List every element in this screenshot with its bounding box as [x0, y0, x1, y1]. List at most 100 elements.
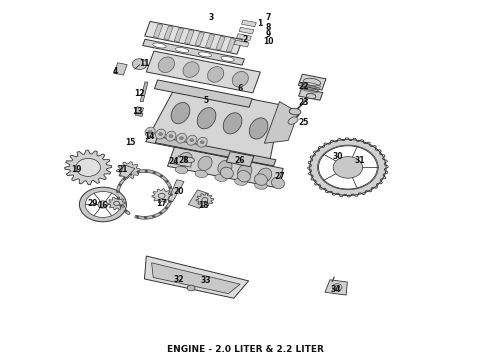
- Polygon shape: [135, 112, 143, 117]
- Polygon shape: [325, 280, 347, 295]
- Circle shape: [129, 173, 132, 175]
- Text: 9: 9: [266, 30, 271, 39]
- Ellipse shape: [303, 78, 321, 86]
- Ellipse shape: [178, 152, 192, 167]
- Circle shape: [160, 175, 163, 177]
- Polygon shape: [147, 51, 260, 93]
- Circle shape: [202, 198, 208, 202]
- Ellipse shape: [249, 118, 268, 139]
- Text: 5: 5: [203, 96, 208, 105]
- Text: 17: 17: [156, 199, 167, 208]
- Ellipse shape: [153, 43, 166, 48]
- Text: 18: 18: [198, 201, 209, 210]
- Polygon shape: [135, 107, 144, 114]
- Polygon shape: [143, 39, 245, 65]
- Ellipse shape: [171, 103, 190, 123]
- Text: 12: 12: [134, 89, 145, 98]
- Text: ENGINE - 2.0 LITER & 2.2 LITER: ENGINE - 2.0 LITER & 2.2 LITER: [167, 346, 323, 354]
- Ellipse shape: [169, 135, 173, 138]
- Ellipse shape: [200, 141, 204, 144]
- Polygon shape: [168, 147, 283, 188]
- Text: 11: 11: [139, 58, 150, 68]
- Circle shape: [117, 198, 120, 200]
- Polygon shape: [114, 63, 127, 75]
- Circle shape: [153, 171, 156, 174]
- Text: 27: 27: [274, 172, 285, 181]
- Text: 25: 25: [298, 118, 309, 127]
- Polygon shape: [108, 197, 125, 210]
- Circle shape: [145, 170, 148, 172]
- Text: 28: 28: [178, 156, 189, 165]
- Ellipse shape: [254, 174, 268, 185]
- Text: 22: 22: [298, 82, 309, 91]
- Ellipse shape: [187, 135, 197, 145]
- Ellipse shape: [183, 62, 199, 77]
- Circle shape: [123, 178, 126, 180]
- Polygon shape: [151, 263, 240, 294]
- Polygon shape: [242, 20, 256, 27]
- Text: 7: 7: [266, 13, 271, 22]
- Text: 34: 34: [330, 285, 341, 294]
- Ellipse shape: [198, 156, 212, 171]
- Polygon shape: [155, 136, 276, 166]
- Polygon shape: [117, 162, 140, 179]
- Circle shape: [136, 216, 139, 218]
- Ellipse shape: [223, 113, 242, 134]
- Ellipse shape: [218, 160, 232, 174]
- Polygon shape: [298, 89, 323, 100]
- Circle shape: [165, 207, 168, 209]
- Polygon shape: [234, 40, 249, 47]
- Ellipse shape: [221, 57, 234, 61]
- Polygon shape: [226, 152, 254, 167]
- Ellipse shape: [238, 171, 250, 182]
- Ellipse shape: [185, 157, 195, 162]
- Polygon shape: [154, 80, 252, 107]
- Ellipse shape: [289, 108, 301, 115]
- Ellipse shape: [235, 178, 247, 185]
- Circle shape: [166, 180, 169, 183]
- Ellipse shape: [215, 174, 227, 181]
- Ellipse shape: [258, 168, 272, 182]
- Ellipse shape: [271, 177, 285, 189]
- Circle shape: [332, 284, 342, 291]
- Ellipse shape: [145, 127, 155, 137]
- Ellipse shape: [166, 131, 176, 141]
- Polygon shape: [120, 165, 135, 178]
- Text: 2: 2: [243, 35, 247, 44]
- Ellipse shape: [158, 57, 174, 72]
- Circle shape: [333, 157, 363, 178]
- Circle shape: [116, 190, 119, 193]
- Ellipse shape: [232, 72, 248, 87]
- Circle shape: [169, 201, 171, 203]
- Text: 23: 23: [298, 98, 309, 107]
- Ellipse shape: [288, 117, 298, 124]
- Ellipse shape: [195, 170, 208, 177]
- Polygon shape: [145, 256, 249, 298]
- Polygon shape: [153, 24, 163, 37]
- Ellipse shape: [175, 166, 188, 174]
- Circle shape: [85, 192, 121, 217]
- Text: 20: 20: [173, 187, 184, 196]
- Text: 29: 29: [88, 199, 98, 208]
- Text: 21: 21: [117, 165, 128, 174]
- Ellipse shape: [179, 137, 183, 140]
- Polygon shape: [188, 190, 209, 208]
- Circle shape: [132, 59, 147, 69]
- Text: 8: 8: [266, 22, 271, 31]
- Circle shape: [318, 145, 378, 190]
- Circle shape: [187, 285, 195, 291]
- Circle shape: [76, 158, 100, 176]
- Circle shape: [119, 184, 122, 186]
- Text: 1: 1: [257, 19, 262, 28]
- Polygon shape: [168, 180, 184, 202]
- Polygon shape: [185, 30, 194, 44]
- Polygon shape: [205, 34, 215, 48]
- Circle shape: [114, 201, 120, 206]
- Text: 3: 3: [208, 13, 213, 22]
- Text: 6: 6: [238, 84, 243, 93]
- Polygon shape: [239, 27, 254, 34]
- Polygon shape: [195, 32, 204, 46]
- Circle shape: [79, 187, 126, 222]
- Text: 33: 33: [200, 276, 211, 285]
- Ellipse shape: [238, 164, 252, 178]
